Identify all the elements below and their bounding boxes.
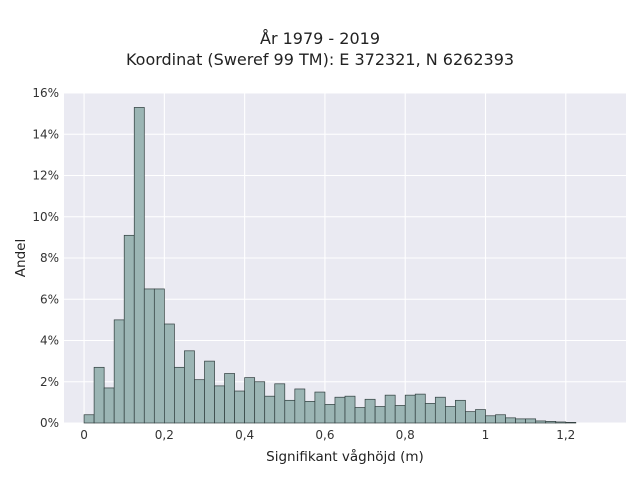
- histogram-bar-7: [153, 288, 165, 424]
- y-tick-label-4: 8%: [40, 251, 59, 265]
- histogram-bar-16: [244, 377, 256, 424]
- chart-subtitle: Koordinat (Sweref 99 TM): E 372321, N 62…: [125, 50, 515, 69]
- histogram-bar-23: [314, 391, 326, 424]
- histogram-bar-42: [505, 417, 516, 424]
- histogram-bar-30: [384, 394, 396, 424]
- histogram-bar-18: [264, 395, 276, 424]
- histogram-bar-47: [555, 421, 567, 424]
- histogram-bars: [83, 107, 577, 424]
- histogram-bar-41: [495, 414, 506, 424]
- histogram-bar-35: [434, 396, 446, 424]
- histogram-bar-6: [143, 288, 155, 424]
- histogram-bar-36: [445, 406, 456, 424]
- histogram-bar-19: [274, 383, 286, 424]
- histogram-bar-10: [184, 350, 195, 424]
- histogram-bar-5: [133, 107, 145, 424]
- histogram-bar-13: [214, 385, 225, 424]
- histogram-bar-4: [123, 234, 135, 424]
- x-tick-label-2: 0,4: [235, 428, 254, 442]
- histogram-bar-32: [404, 394, 416, 424]
- histogram-bar-1: [93, 366, 105, 424]
- histogram-bar-31: [394, 405, 406, 424]
- x-tick-label-3: 0,6: [315, 428, 334, 442]
- histogram-bar-37: [455, 399, 466, 424]
- histogram-bar-43: [515, 418, 526, 424]
- histogram-bar-45: [535, 420, 547, 424]
- histogram-bar-33: [414, 393, 426, 424]
- x-tick-label-6: 1,2: [556, 428, 575, 442]
- histogram-bar-40: [485, 415, 496, 424]
- histogram-bar-21: [294, 388, 306, 424]
- x-tick-label-4: 0,8: [396, 428, 415, 442]
- histogram-bar-2: [103, 387, 115, 424]
- histogram-bar-34: [424, 403, 436, 424]
- y-tick-label-0: 0%: [40, 416, 59, 430]
- histogram-bar-15: [234, 390, 245, 424]
- histogram-bar-8: [164, 323, 175, 424]
- y-axis-ticks: 0% 2% 4% 6% 8% 10% 12% 14% 16%: [32, 86, 59, 430]
- histogram-bar-28: [364, 398, 376, 424]
- histogram-bar-48: [565, 422, 577, 424]
- histogram-bar-12: [204, 360, 215, 424]
- y-tick-label-3: 6%: [40, 292, 59, 306]
- histogram-bar-38: [465, 411, 476, 424]
- y-tick-label-2: 4%: [40, 334, 59, 348]
- histogram-bar-9: [174, 366, 185, 424]
- x-axis-label: Signifikant våghöjd (m): [266, 448, 424, 465]
- y-tick-label-8: 16%: [32, 86, 59, 100]
- y-axis-label: Andel: [13, 239, 29, 277]
- histogram-bar-3: [113, 319, 125, 424]
- x-tick-label-1: 0,2: [155, 428, 174, 442]
- histogram-bar-11: [194, 379, 205, 424]
- chart-title: År 1979 - 2019: [260, 29, 380, 48]
- y-tick-label-1: 2%: [40, 375, 59, 389]
- histogram-bar-20: [284, 399, 296, 424]
- histogram-bar-39: [475, 409, 486, 424]
- histogram-bar-27: [354, 407, 366, 424]
- y-tick-label-6: 12%: [32, 169, 59, 183]
- histogram-bar-24: [324, 404, 336, 424]
- histogram-bar-14: [224, 373, 235, 424]
- x-tick-label-0: 0: [80, 428, 88, 442]
- y-tick-label-7: 14%: [32, 127, 59, 141]
- histogram-bar-22: [304, 400, 316, 424]
- histogram-bar-0: [83, 414, 95, 424]
- histogram-bar-17: [254, 381, 266, 424]
- x-axis-ticks: 0 0,2 0,4 0,6 0,8 1 1,2: [80, 428, 575, 442]
- histogram-bar-26: [344, 395, 356, 424]
- histogram-bar-29: [374, 406, 386, 424]
- histogram-bar-46: [545, 421, 557, 424]
- histogram-bar-25: [334, 396, 346, 424]
- histogram-bar-44: [525, 418, 537, 424]
- x-tick-label-5: 1: [482, 428, 490, 442]
- y-tick-label-5: 10%: [32, 210, 59, 224]
